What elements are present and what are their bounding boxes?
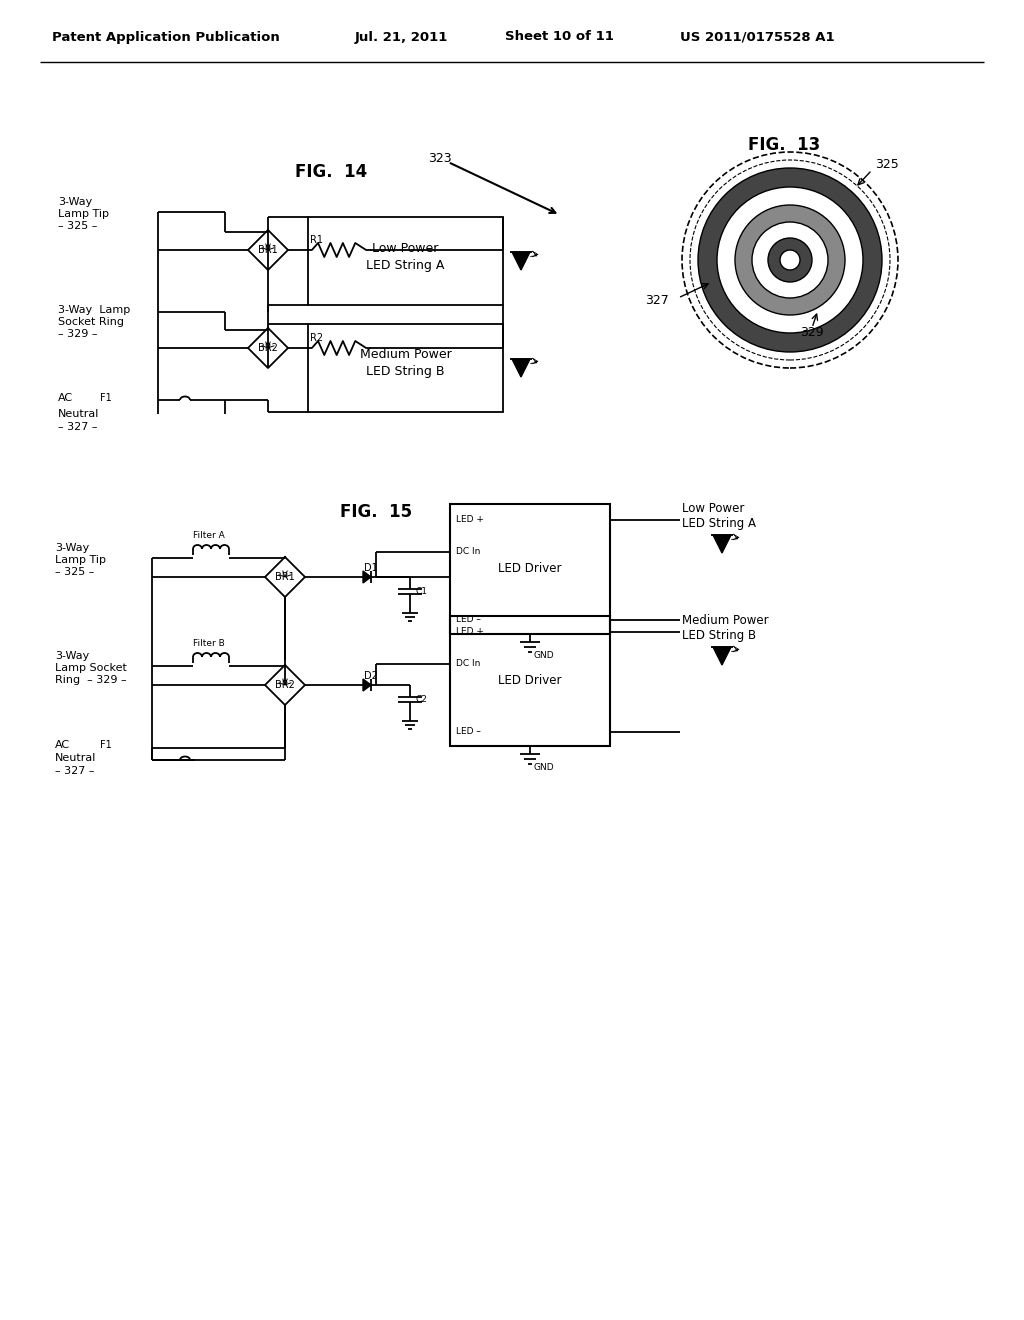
Text: GND: GND xyxy=(534,763,554,772)
Text: 327: 327 xyxy=(645,293,669,306)
Text: GND: GND xyxy=(534,652,554,660)
Text: R2: R2 xyxy=(310,333,324,343)
Text: – 327 –: – 327 – xyxy=(55,766,94,776)
Circle shape xyxy=(735,205,845,315)
Text: – 325 –: – 325 – xyxy=(58,220,97,231)
Polygon shape xyxy=(362,572,371,583)
Text: LED –: LED – xyxy=(456,615,481,624)
Text: AC: AC xyxy=(55,741,70,750)
Circle shape xyxy=(698,168,882,352)
Bar xyxy=(308,216,503,305)
Text: BR1: BR1 xyxy=(258,246,278,255)
Polygon shape xyxy=(512,359,530,378)
Text: LED String B: LED String B xyxy=(367,366,444,379)
Text: 3-Way: 3-Way xyxy=(58,197,92,207)
Text: LED Driver: LED Driver xyxy=(499,675,562,688)
Text: 325: 325 xyxy=(874,158,899,172)
Text: Socket Ring: Socket Ring xyxy=(58,317,124,327)
Text: Low Power: Low Power xyxy=(373,242,438,255)
Circle shape xyxy=(780,249,800,271)
Text: BR1: BR1 xyxy=(275,572,295,582)
Text: – 327 –: – 327 – xyxy=(58,422,97,432)
Text: Jul. 21, 2011: Jul. 21, 2011 xyxy=(355,30,449,44)
Text: – 325 –: – 325 – xyxy=(55,568,94,577)
Text: LED –: LED – xyxy=(456,727,481,737)
Text: C2: C2 xyxy=(415,694,427,704)
Polygon shape xyxy=(713,535,731,553)
Text: LED String A: LED String A xyxy=(367,259,444,272)
Text: LED Driver: LED Driver xyxy=(499,562,562,576)
Text: Lamp Tip: Lamp Tip xyxy=(55,554,106,565)
Text: C1: C1 xyxy=(415,586,427,595)
Text: DC In: DC In xyxy=(456,548,480,557)
Bar xyxy=(450,504,610,634)
Text: Medium Power: Medium Power xyxy=(359,348,452,362)
Circle shape xyxy=(752,222,828,298)
Text: Filter A: Filter A xyxy=(193,531,224,540)
Text: FIG.  15: FIG. 15 xyxy=(340,503,412,521)
Polygon shape xyxy=(362,678,371,690)
Text: LED +: LED + xyxy=(456,516,484,524)
Text: LED String A: LED String A xyxy=(682,517,756,531)
Circle shape xyxy=(768,238,812,282)
Polygon shape xyxy=(713,647,731,665)
Circle shape xyxy=(717,187,863,333)
Text: LED String B: LED String B xyxy=(682,630,756,643)
Text: 3-Way: 3-Way xyxy=(55,651,89,661)
Text: BR2: BR2 xyxy=(258,343,278,352)
Text: 329: 329 xyxy=(800,326,823,338)
Text: D1: D1 xyxy=(364,564,378,573)
Text: Sheet 10 of 11: Sheet 10 of 11 xyxy=(505,30,613,44)
Text: 3-Way: 3-Way xyxy=(55,543,89,553)
Polygon shape xyxy=(512,252,530,271)
Text: Low Power: Low Power xyxy=(682,502,744,515)
Text: FIG.  13: FIG. 13 xyxy=(748,136,820,154)
Text: F1: F1 xyxy=(100,393,112,403)
Text: FIG.  14: FIG. 14 xyxy=(295,162,368,181)
Bar xyxy=(308,323,503,412)
Text: 3-Way  Lamp: 3-Way Lamp xyxy=(58,305,130,315)
Text: Neutral: Neutral xyxy=(55,752,96,763)
Text: Lamp Socket: Lamp Socket xyxy=(55,663,127,673)
Text: AC: AC xyxy=(58,393,73,403)
Text: – 329 –: – 329 – xyxy=(58,329,97,339)
Text: Medium Power: Medium Power xyxy=(682,614,769,627)
Text: Lamp Tip: Lamp Tip xyxy=(58,209,109,219)
Text: 323: 323 xyxy=(428,152,452,165)
Text: D2: D2 xyxy=(364,671,378,681)
Text: DC In: DC In xyxy=(456,660,480,668)
Text: F1: F1 xyxy=(100,741,112,750)
Text: Patent Application Publication: Patent Application Publication xyxy=(52,30,280,44)
Text: Neutral: Neutral xyxy=(58,409,99,418)
Text: LED +: LED + xyxy=(456,627,484,636)
Text: R1: R1 xyxy=(310,235,323,246)
Text: Filter B: Filter B xyxy=(193,639,224,648)
Bar xyxy=(450,616,610,746)
Text: US 2011/0175528 A1: US 2011/0175528 A1 xyxy=(680,30,835,44)
Text: BR2: BR2 xyxy=(275,680,295,690)
Text: Ring  – 329 –: Ring – 329 – xyxy=(55,675,127,685)
